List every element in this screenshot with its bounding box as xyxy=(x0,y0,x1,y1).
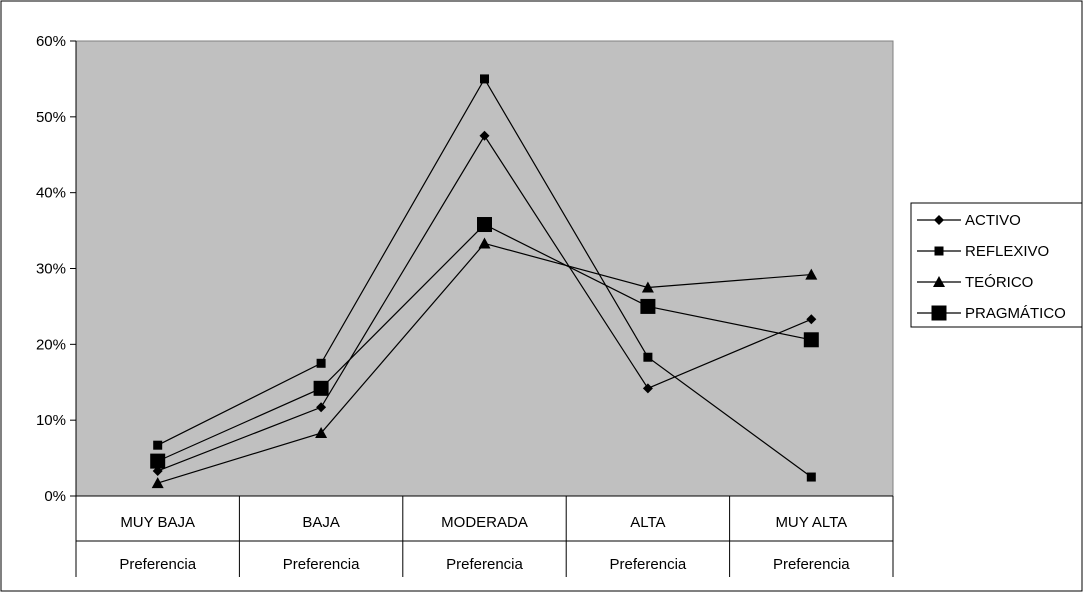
x-category-sublabel: Preferencia xyxy=(119,556,196,573)
series-3 xyxy=(150,217,819,469)
y-axis-ticks: 0% 10% 20% 30% 40% 50% 60% xyxy=(36,33,76,505)
series-3-point xyxy=(313,380,329,396)
legend-swatch-marker xyxy=(934,215,944,225)
legend: ACTIVO REFLEXIVO TEÓRICO PRAGMÁTICO xyxy=(910,202,1083,328)
series-2-point xyxy=(641,281,654,293)
legend-swatch-marker xyxy=(931,305,947,321)
series-2-point xyxy=(315,427,328,439)
x-axis-categories: MUY BAJA Preferencia BAJA Preferencia MODERA… xyxy=(75,496,894,577)
y-tick-label: 10% xyxy=(36,412,66,429)
legend-item-3: PRAGMÁTICO xyxy=(917,305,1066,322)
series-2-point xyxy=(805,268,818,280)
y-tick-label: 40% xyxy=(36,185,66,202)
x-category-label: MUY ALTA xyxy=(775,514,847,531)
series-0-point xyxy=(479,130,490,141)
y-tick-label: 60% xyxy=(36,33,66,50)
legend-label: ACTIVO xyxy=(965,212,1021,229)
legend-item-1: REFLEXIVO xyxy=(917,243,1049,260)
series-1-point xyxy=(806,472,816,482)
y-tick-label: 0% xyxy=(44,488,66,505)
x-category-sublabel: Preferencia xyxy=(446,556,523,573)
series-0-point xyxy=(316,402,327,413)
legend-label: REFLEXIVO xyxy=(965,243,1049,260)
series-0-point xyxy=(642,383,653,394)
series-0-point xyxy=(806,314,817,325)
legend-label: TEÓRICO xyxy=(965,274,1033,291)
x-category-label: MUY BAJA xyxy=(120,514,195,531)
legend-item-0: ACTIVO xyxy=(917,212,1021,229)
series-1-point xyxy=(643,352,653,362)
series-3-point xyxy=(803,332,819,348)
series-1 xyxy=(153,74,816,482)
x-category-sublabel: Preferencia xyxy=(773,556,850,573)
series-3-point xyxy=(477,217,492,233)
legend-item-2: TEÓRICO xyxy=(917,274,1033,291)
series-3-point xyxy=(150,453,166,469)
series-3-point xyxy=(640,298,656,314)
legend-swatch-marker xyxy=(933,276,945,287)
legend-swatch-marker xyxy=(934,246,944,256)
series-1-point xyxy=(153,440,163,450)
y-tick-label: 50% xyxy=(36,109,66,126)
legend-label: PRAGMÁTICO xyxy=(965,305,1066,322)
series-1-point xyxy=(480,74,489,84)
series-2-point xyxy=(478,237,491,249)
x-category-label: ALTA xyxy=(630,514,665,531)
series-layer xyxy=(150,74,819,489)
y-tick-label: 20% xyxy=(36,336,66,353)
plot-area xyxy=(75,40,894,497)
x-category-sublabel: Preferencia xyxy=(283,556,360,573)
series-2-point xyxy=(151,477,164,489)
y-tick-label: 30% xyxy=(36,261,66,278)
x-category-sublabel: Preferencia xyxy=(610,556,687,573)
series-1-point xyxy=(316,358,326,368)
series-2 xyxy=(151,237,818,489)
x-category-label: MODERADA xyxy=(441,514,528,531)
x-category-label: BAJA xyxy=(302,514,340,531)
